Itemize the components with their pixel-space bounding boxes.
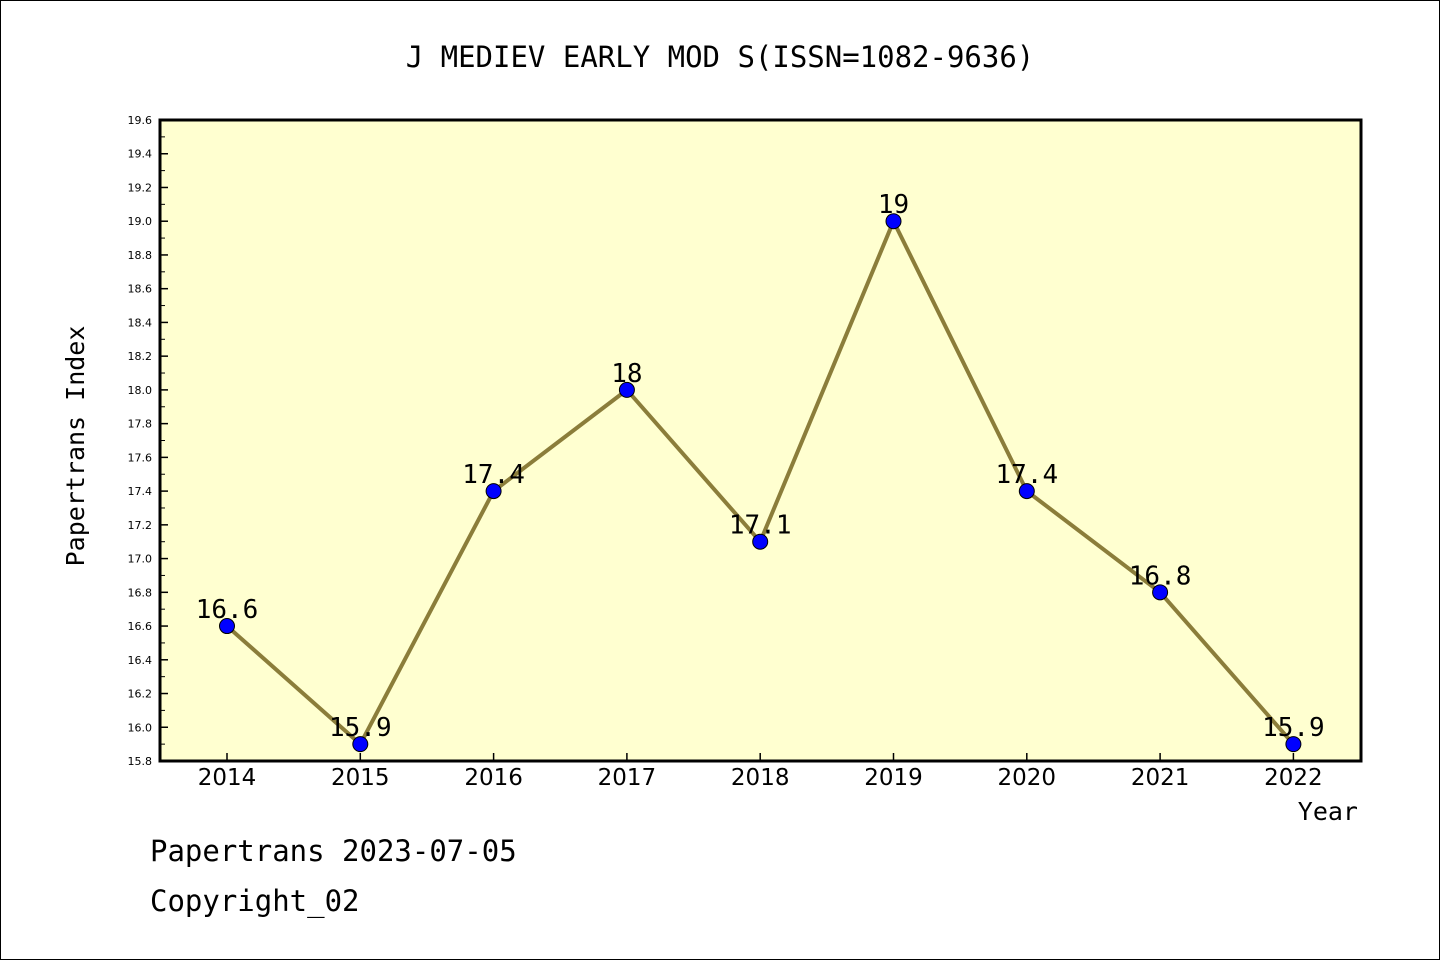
data-point-2018	[752, 533, 769, 550]
x-tick-label: 2018	[731, 765, 790, 791]
data-label-2019: 19	[878, 190, 909, 220]
y-tick-label: 18.0	[128, 384, 153, 397]
data-point-2020	[1018, 483, 1035, 500]
y-tick-label: 17.8	[128, 418, 153, 431]
x-tick-label: 2014	[198, 765, 257, 791]
y-tick-label: 15.8	[128, 755, 153, 768]
chart-title: J MEDIEV EARLY MOD S(ISSN=1082-9636)	[406, 40, 1035, 74]
y-tick-label: 17.6	[128, 451, 153, 464]
data-label-2022: 15.9	[1262, 713, 1325, 743]
x-tick-label: 2020	[998, 765, 1057, 791]
data-point-2015	[352, 736, 369, 753]
data-label-2017: 18	[611, 359, 642, 389]
y-tick-label: 16.6	[128, 620, 153, 633]
x-axis-label: Year	[1298, 797, 1358, 826]
footer-date: Papertrans 2023-07-05	[150, 834, 517, 868]
y-tick-label: 16.0	[128, 721, 153, 734]
x-tick-label: 2016	[464, 765, 523, 791]
y-tick-label: 18.2	[128, 350, 153, 363]
data-label-2021: 16.8	[1129, 561, 1192, 591]
y-tick-label: 16.4	[128, 654, 153, 667]
data-label-2018: 17.1	[729, 511, 792, 541]
y-tick-label: 17.0	[128, 553, 153, 566]
data-labels: 16.6 15.9 17.4 18 17.1 19 17.4 16.8 15.9	[196, 190, 1325, 743]
plot-area	[158, 118, 1363, 763]
data-point-2021	[1152, 584, 1169, 601]
y-tick-label: 16.2	[128, 688, 153, 701]
x-tick-label: 2021	[1131, 765, 1190, 791]
data-point-2017	[618, 381, 635, 398]
data-label-2014: 16.6	[196, 595, 259, 625]
y-tick-label: 16.8	[128, 586, 153, 599]
footer-copyright: Copyright_02	[150, 884, 360, 918]
x-tick-label: 2022	[1264, 765, 1323, 791]
data-point-2022	[1285, 736, 1302, 753]
y-tick-label: 17.4	[128, 485, 153, 498]
y-tick-label: 19.6	[128, 114, 153, 127]
x-tick-label: 2017	[598, 765, 657, 791]
y-tick-label: 17.2	[128, 519, 153, 532]
x-axis: 2014 2015 2016 2017 2018 2019 2020 2021 2022	[198, 753, 1323, 791]
y-tick-label: 18.6	[128, 283, 153, 296]
data-label-2016: 17.4	[462, 460, 525, 490]
data-point-2016	[485, 483, 502, 500]
x-tick-label: 2019	[864, 765, 923, 791]
y-tick-label: 18.4	[128, 316, 153, 329]
data-point-2019	[885, 213, 902, 230]
data-label-2015: 15.9	[329, 713, 392, 743]
y-axis-label: Papertrans Index	[61, 326, 90, 567]
y-tick-label: 19.4	[128, 148, 153, 161]
y-tick-label: 18.8	[128, 249, 153, 262]
x-tick-label: 2015	[331, 765, 390, 791]
y-tick-label: 19.0	[128, 215, 153, 228]
y-axis: 15.8 16.0 16.2 16.4 16.6 16.8 17.0 17.2 17.4 17.6…	[128, 114, 168, 768]
y-tick-label: 19.2	[128, 181, 153, 194]
data-point-2014	[219, 618, 235, 635]
data-label-2020: 17.4	[995, 460, 1058, 490]
series-markers	[219, 213, 1302, 753]
